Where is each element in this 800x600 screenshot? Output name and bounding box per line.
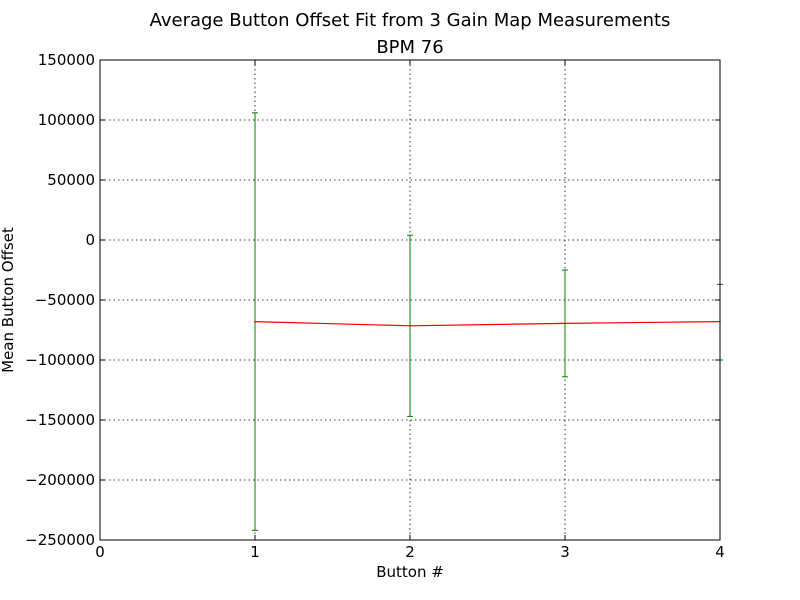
y-tick-label: −100000 [25, 351, 95, 369]
y-tick-label: 150000 [38, 51, 95, 69]
y-tick-label: −150000 [25, 411, 95, 429]
x-tick-label: 3 [560, 543, 570, 561]
y-tick-label: 50000 [47, 171, 95, 189]
chart-subtitle: BPM 76 [376, 37, 443, 58]
data-point [254, 320, 256, 323]
data-layer [252, 112, 723, 531]
series-line [254, 321, 721, 327]
chart-title: Average Button Offset Fit from 3 Gain Ma… [150, 10, 671, 31]
x-tick-label: 1 [250, 543, 260, 561]
y-tick-label: −200000 [25, 471, 95, 489]
y-tick-label: 0 [85, 231, 95, 249]
x-tick-label: 0 [95, 543, 105, 561]
y-axis-label: Mean Button Offset [0, 227, 17, 373]
y-tick-label: −50000 [35, 291, 95, 309]
data-point [409, 325, 411, 327]
y-tick-label: 100000 [38, 111, 95, 129]
y-tick-label: −250000 [25, 531, 95, 549]
x-tick-label: 4 [715, 543, 725, 561]
x-axis-label: Button # [376, 563, 444, 581]
ticks: 0 1 2 3 4 −250000 −200000 −150000 −100000 −50000 0… [25, 51, 725, 561]
data-point [564, 322, 566, 325]
x-tick-label: 2 [405, 543, 415, 561]
